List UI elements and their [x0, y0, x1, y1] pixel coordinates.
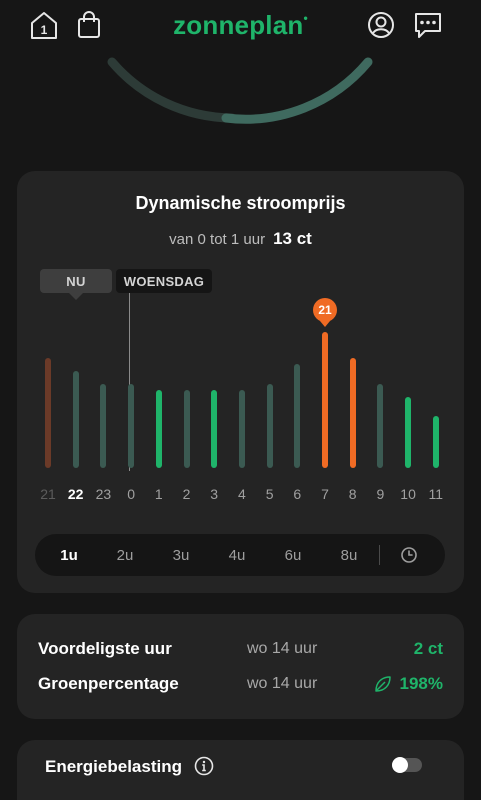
hour-label: 3: [210, 486, 219, 502]
price-card-title: Dynamische stroomprijs: [135, 193, 346, 213]
cheapest-hour-value: 2 ct: [413, 639, 443, 658]
range-8u[interactable]: 8u: [340, 546, 358, 564]
day-chip: WOENSDAG: [116, 269, 212, 293]
green-percentage-label: Groenpercentage: [38, 674, 179, 693]
price-bar[interactable]: [349, 358, 356, 468]
green-percentage-value-wrap: 198%: [374, 674, 443, 694]
hour-label: 6: [293, 486, 302, 502]
home-icon[interactable]: 1: [29, 10, 59, 40]
price-bar[interactable]: [432, 416, 439, 468]
price-bar[interactable]: [155, 390, 162, 468]
price-bar[interactable]: [405, 397, 412, 468]
clock-icon[interactable]: [389, 534, 429, 576]
price-bar[interactable]: [238, 390, 245, 468]
info-icon[interactable]: [194, 756, 214, 776]
chat-outline: [415, 13, 441, 38]
tax-toggle-knob: [392, 757, 408, 773]
peak-badge-pointer: [320, 321, 330, 327]
logo-dot: •: [303, 11, 308, 25]
price-card: Dynamische stroomprijs van 0 tot 1 uur 13…: [17, 171, 464, 593]
account-outline: [368, 12, 394, 38]
hour-label: 0: [127, 486, 135, 502]
gauge-arc: [107, 57, 373, 124]
hour-label: 5: [265, 486, 274, 502]
bag-outline: [78, 11, 100, 38]
price-bar[interactable]: [128, 384, 135, 468]
price-bar[interactable]: [183, 390, 190, 468]
tax-label: Energiebelasting: [45, 757, 182, 776]
cheapest-hour-label: Voordeligste uur: [38, 639, 172, 658]
tax-toggle[interactable]: [392, 757, 422, 773]
range-divider: [379, 545, 380, 565]
zonneplan-logo: zonneplan•: [0, 10, 481, 41]
price-card-subtitle: van 0 tot 1 uur 13 ct: [17, 229, 464, 249]
green-percentage-row: Groenpercentage wo 14 uur 198%: [17, 674, 464, 698]
hour-label: 2: [182, 486, 191, 502]
price-bar[interactable]: [266, 384, 273, 468]
price-bar[interactable]: [377, 384, 384, 468]
range-6u[interactable]: 6u: [284, 546, 302, 564]
hour-label: 9: [376, 486, 385, 502]
hour-label: 1: [154, 486, 163, 502]
chat-icon[interactable]: [413, 10, 443, 40]
hour-label: 22: [67, 486, 84, 502]
summary-card: Voordeligste uur wo 14 uur 2 ct Groenper…: [17, 614, 464, 719]
home-outline: 1: [31, 12, 57, 39]
range-4u[interactable]: 4u: [228, 546, 246, 564]
hour-label: 23: [95, 486, 112, 502]
hour-label: 11: [428, 486, 444, 502]
now-chip-pointer: [69, 293, 83, 300]
price-bar[interactable]: [294, 364, 301, 468]
leaf-icon: [374, 676, 391, 692]
price-bar[interactable]: [100, 384, 107, 468]
hour-label: 7: [321, 486, 329, 502]
price-bar[interactable]: [72, 371, 79, 468]
current-price: 13 ct: [273, 229, 312, 248]
now-indicator-line: [129, 293, 130, 471]
price-bar[interactable]: [322, 332, 328, 468]
green-percentage-time: wo 14 uur: [247, 675, 318, 692]
hour-label: 10: [400, 486, 416, 502]
price-bar-chart[interactable]: 21 22 23 0 1 2 3 4 5 6 7 21 8 9 10 11: [17, 171, 464, 593]
logo-text: zonneplan: [173, 10, 304, 40]
hour-label: 4: [237, 486, 246, 502]
price-bar[interactable]: [211, 390, 218, 468]
tax-card: Energiebelasting: [17, 740, 464, 800]
time-range-text: van 0 tot 1 uur: [169, 231, 266, 248]
range-2u[interactable]: 2u: [116, 546, 134, 564]
hour-label: 8: [348, 486, 357, 502]
range-selector: 1u 2u 3u 4u 6u 8u: [35, 534, 445, 576]
peak-price-badge: 21: [313, 298, 337, 322]
price-bar[interactable]: [45, 358, 51, 468]
cheapest-hour-time: wo 14 uur: [247, 640, 318, 657]
now-chip: NU: [40, 269, 112, 293]
price-gauge: [0, 52, 481, 142]
hour-label: 21: [40, 486, 56, 502]
clock-outline: [401, 547, 417, 563]
range-3u[interactable]: 3u: [172, 546, 190, 564]
range-1u[interactable]: 1u: [60, 546, 78, 564]
cheapest-hour-row: Voordeligste uur wo 14 uur 2 ct: [17, 639, 464, 663]
app-header: 1 zonneplan•: [0, 0, 481, 52]
shopping-bag-icon[interactable]: [74, 10, 104, 40]
account-icon[interactable]: [366, 10, 396, 40]
green-percentage-value: 198%: [399, 674, 443, 693]
home-badge: 1: [41, 23, 48, 37]
